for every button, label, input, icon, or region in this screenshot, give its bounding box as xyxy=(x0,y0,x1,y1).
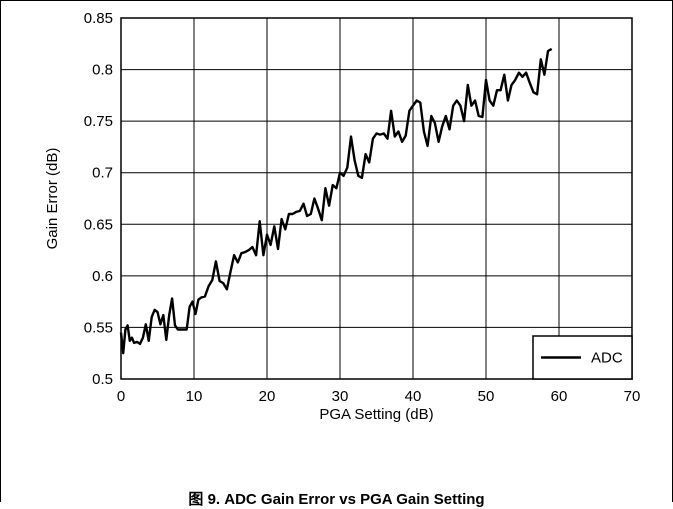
series-line-adc xyxy=(119,47,553,355)
y-axis-label: Gain Error (dB) xyxy=(44,148,61,250)
y-tick-label: 0.5 xyxy=(92,371,113,388)
y-tick-label: 0.7 xyxy=(92,165,113,182)
y-tick-label: 0.85 xyxy=(84,10,113,27)
plot-area-border xyxy=(120,17,633,380)
legend: ADC xyxy=(532,335,633,380)
x-axis-label: PGA Setting (dB) xyxy=(319,406,433,423)
grid-lines xyxy=(121,18,632,379)
y-tick-label: 0.8 xyxy=(92,62,113,79)
x-tick-labels: 0 10 20 30 40 50 60 70 xyxy=(117,388,641,405)
x-tick-label: 10 xyxy=(186,388,203,405)
x-tick-label: 70 xyxy=(624,388,641,405)
y-tick-labels: 0.5 0.55 0.6 0.65 0.7 0.75 0.8 0.85 xyxy=(84,10,113,388)
x-tick-label: 60 xyxy=(551,388,568,405)
x-tick-label: 40 xyxy=(405,388,422,405)
y-tick-label: 0.65 xyxy=(84,216,113,233)
x-tick-label: 20 xyxy=(259,388,276,405)
y-tick-label: 0.75 xyxy=(84,113,113,130)
x-tick-label: 50 xyxy=(478,388,495,405)
frame-left-border xyxy=(0,0,1,502)
y-tick-label: 0.6 xyxy=(92,268,113,285)
y-tick-label: 0.55 xyxy=(84,319,113,336)
x-tick-label: 0 xyxy=(117,388,125,405)
x-tick-label: 30 xyxy=(332,388,349,405)
legend-label-adc: ADC xyxy=(591,350,623,367)
frame-top-border xyxy=(0,0,673,1)
figure-caption: 图 9. ADC Gain Error vs PGA Gain Setting xyxy=(188,491,485,508)
gain-error-chart: 0.5 0.55 0.6 0.65 0.7 0.75 0.8 0.85 0 10 20 30 40 50… xyxy=(44,10,641,423)
